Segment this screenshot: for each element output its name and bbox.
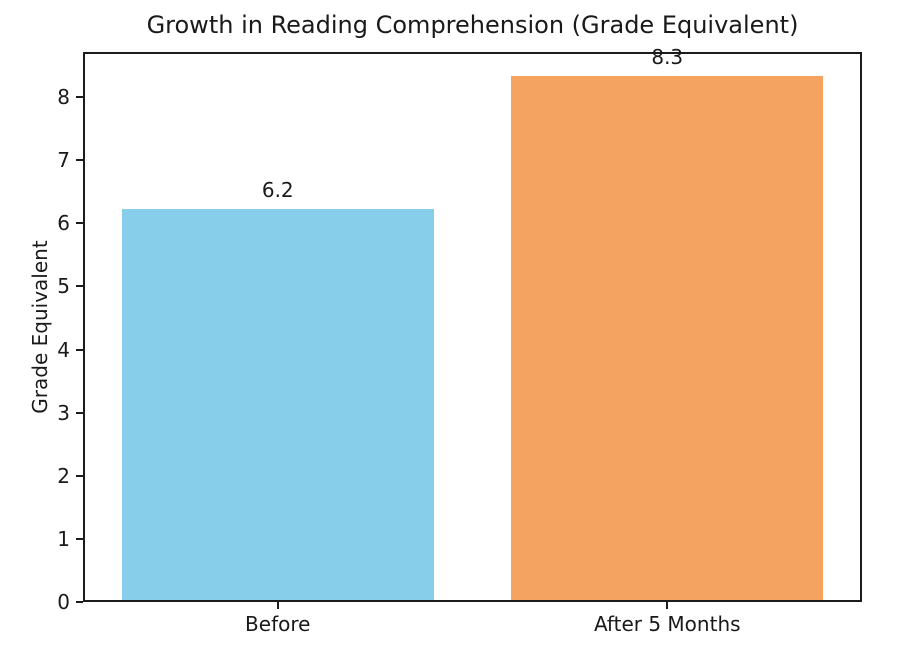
y-tick-label-7: 7 <box>57 148 70 173</box>
y-tick-mark-8 <box>76 96 83 99</box>
x-tick-mark-before <box>276 602 279 609</box>
y-tick-label-3: 3 <box>57 400 70 425</box>
y-axis-label: Grade Equivalent <box>28 240 52 414</box>
plot-area: 6.2 8.3 <box>83 47 862 602</box>
bar-before <box>121 208 434 600</box>
y-tick-label-0: 0 <box>57 590 70 614</box>
y-tick-label-2: 2 <box>57 463 70 488</box>
x-tick-label-before: Before <box>245 612 311 636</box>
y-tick-label-6: 6 <box>57 211 70 236</box>
bar-value-label-after-5-months: 8.3 <box>651 45 684 70</box>
y-tick-mark-1 <box>76 537 83 540</box>
y-tick-mark-3 <box>76 411 83 414</box>
x-tick-label-after-5-months: After 5 Months <box>593 612 741 636</box>
y-tick-label-8: 8 <box>57 85 70 110</box>
y-tick-label-4: 4 <box>57 337 70 362</box>
bar-after-5-months <box>511 76 824 600</box>
y-tick-mark-4 <box>76 348 83 351</box>
y-tick-mark-0 <box>76 601 83 603</box>
y-tick-mark-6 <box>76 222 83 225</box>
y-tick-label-5: 5 <box>57 274 70 299</box>
bar-value-label-before: 6.2 <box>261 177 294 202</box>
y-tick-mark-7 <box>76 159 83 162</box>
x-tick-mark-after-5-months <box>666 602 669 609</box>
y-tick-label-1: 1 <box>57 526 70 551</box>
y-tick-mark-2 <box>76 474 83 477</box>
chart-title: Growth in Reading Comprehension (Grade E… <box>146 11 799 39</box>
y-tick-mark-5 <box>76 285 83 288</box>
